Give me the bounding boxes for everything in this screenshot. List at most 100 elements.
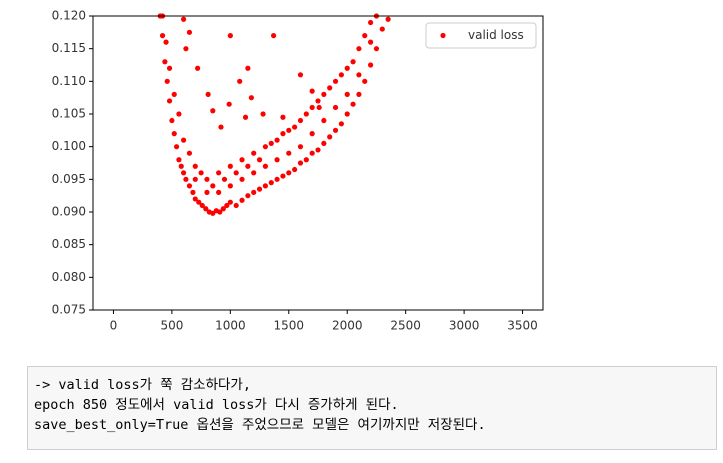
- point: [218, 124, 224, 130]
- point: [183, 176, 189, 182]
- x-tick-label: 2500: [390, 319, 421, 333]
- point: [379, 26, 385, 32]
- x-tick-label: 3500: [507, 319, 538, 333]
- point: [297, 144, 304, 150]
- point: [186, 29, 193, 35]
- point: [239, 176, 245, 182]
- point: [178, 163, 184, 169]
- point: [303, 111, 309, 117]
- point: [245, 193, 251, 199]
- point: [227, 163, 233, 169]
- point: [268, 140, 274, 146]
- point: [260, 111, 266, 117]
- point: [256, 186, 263, 192]
- x-tick-label: 2000: [332, 319, 363, 333]
- point: [321, 91, 327, 97]
- point: [332, 127, 339, 133]
- point: [274, 176, 280, 182]
- point: [176, 157, 182, 163]
- point: [227, 199, 233, 205]
- point: [159, 33, 166, 39]
- point: [344, 111, 350, 117]
- point: [203, 206, 209, 212]
- y-tick-label: 0.085: [52, 237, 86, 251]
- point: [362, 78, 368, 84]
- cell-line: -> valid loss가 쭉 감소하다가,: [34, 377, 251, 393]
- point: [274, 137, 280, 143]
- point: [166, 98, 173, 104]
- point: [332, 104, 339, 111]
- point: [221, 176, 228, 182]
- point: [210, 108, 216, 114]
- point: [176, 111, 182, 117]
- point: [180, 16, 187, 22]
- y-tick-label: 0.105: [52, 107, 86, 121]
- cell-line: save_best_only=True 옵션을 주었으므로 모델은 여기까지만 …: [34, 417, 486, 433]
- point: [169, 117, 175, 124]
- point: [192, 196, 198, 202]
- point: [163, 39, 169, 45]
- point: [309, 88, 315, 94]
- point: [350, 59, 356, 65]
- point: [315, 147, 321, 153]
- point: [367, 62, 374, 68]
- point: [186, 150, 193, 156]
- point: [245, 163, 251, 169]
- point: [196, 199, 202, 205]
- point: [224, 202, 230, 209]
- point: [356, 72, 362, 78]
- point: [321, 117, 327, 124]
- point: [292, 166, 298, 173]
- point: [280, 114, 286, 120]
- point: [251, 170, 257, 176]
- point: [274, 157, 280, 163]
- point: [220, 206, 226, 212]
- y-tick-label: 0.110: [52, 74, 86, 88]
- point: [367, 19, 374, 26]
- point: [309, 104, 315, 111]
- point: [164, 78, 170, 84]
- point: [338, 121, 344, 127]
- point: [297, 117, 304, 124]
- y-tick-label: 0.075: [52, 303, 86, 317]
- y-tick-label: 0.095: [52, 172, 86, 186]
- point: [362, 33, 368, 39]
- point: [198, 170, 204, 176]
- point: [166, 65, 173, 71]
- point: [216, 189, 222, 195]
- point: [233, 170, 239, 176]
- point: [195, 65, 201, 71]
- point: [309, 150, 315, 156]
- point: [327, 134, 333, 140]
- point: [180, 170, 187, 176]
- x-tick-label: 0: [110, 319, 118, 333]
- point: [303, 157, 309, 163]
- point: [251, 150, 257, 156]
- point: [373, 46, 380, 52]
- point: [192, 163, 198, 169]
- point: [332, 78, 339, 84]
- point: [171, 131, 177, 137]
- point: [242, 114, 249, 120]
- point: [270, 33, 277, 39]
- point: [262, 183, 269, 189]
- point: [183, 46, 189, 52]
- point: [227, 33, 233, 39]
- point: [173, 144, 180, 150]
- point: [385, 16, 391, 22]
- point: [309, 131, 315, 137]
- point: [344, 91, 350, 97]
- point: [227, 183, 233, 189]
- y-tick-label: 0.115: [52, 41, 86, 55]
- x-tick-label: 500: [160, 319, 183, 333]
- point: [297, 160, 304, 166]
- cell-line: epoch 850 정도에서 valid loss가 다시 증가하게 된다.: [34, 397, 399, 413]
- point: [356, 91, 362, 97]
- point: [280, 131, 286, 137]
- point: [204, 189, 210, 195]
- y-tick-label: 0.090: [52, 205, 86, 219]
- point: [248, 95, 254, 101]
- point: [262, 144, 269, 150]
- point: [233, 202, 239, 209]
- y-tick-label: 0.120: [52, 9, 86, 23]
